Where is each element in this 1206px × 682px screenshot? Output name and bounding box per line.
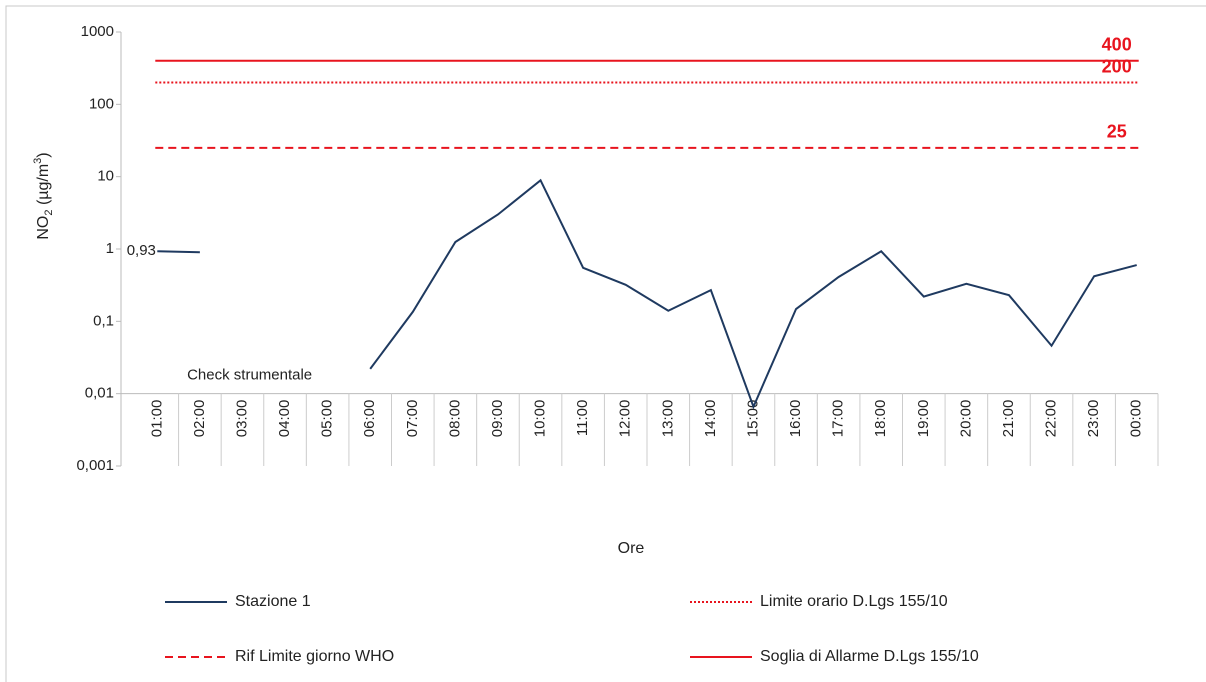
x-tick-label: 03:00 xyxy=(233,400,250,438)
y-tick-label: 0,001 xyxy=(76,457,114,474)
x-tick-label: 13:00 xyxy=(659,400,676,438)
x-tick-label: 23:00 xyxy=(1085,400,1102,438)
legend-label: Limite orario D.Lgs 155/10 xyxy=(760,593,948,610)
legend-label: Stazione 1 xyxy=(235,593,311,610)
x-tick-label: 05:00 xyxy=(319,400,336,438)
x-tick-label: 12:00 xyxy=(617,400,634,438)
x-tick-label: 07:00 xyxy=(404,400,421,438)
reference-label: 400 xyxy=(1102,35,1132,55)
legend-label: Rif Limite giorno WHO xyxy=(235,648,394,665)
x-tick-label: 21:00 xyxy=(1000,400,1017,438)
x-tick-label: 04:00 xyxy=(276,400,293,438)
y-label-end: ) xyxy=(35,152,52,157)
x-tick-label: 20:00 xyxy=(957,400,974,438)
data-label: 0,93 xyxy=(127,242,156,259)
y-tick-label: 0,01 xyxy=(85,385,114,402)
x-tick-label: 01:00 xyxy=(148,400,165,438)
y-tick-label: 10 xyxy=(97,168,114,185)
reference-label: 25 xyxy=(1107,122,1127,142)
frame xyxy=(5,5,1206,682)
legend-label: Soglia di Allarme D.Lgs 155/10 xyxy=(760,648,979,665)
y-label-main: NO xyxy=(35,216,52,240)
x-tick-label: 17:00 xyxy=(830,400,847,438)
y-tick-label: 100 xyxy=(89,95,114,112)
x-tick-label: 14:00 xyxy=(702,400,719,438)
y-label-sup: 3 xyxy=(32,158,44,164)
data-line xyxy=(157,178,1137,410)
y-label-sub: 2 xyxy=(43,210,55,216)
x-tick-label: 06:00 xyxy=(361,400,378,438)
x-tick-label: 19:00 xyxy=(915,400,932,438)
x-tick-label: 00:00 xyxy=(1128,400,1145,438)
y-axis-title: NO2 (µg/m3) xyxy=(32,152,55,239)
x-tick-label: 16:00 xyxy=(787,400,804,438)
y-tick-label: 1 xyxy=(106,240,114,257)
x-tick-label: 08:00 xyxy=(446,400,463,438)
reference-label: 200 xyxy=(1102,56,1132,76)
x-tick-label: 02:00 xyxy=(191,400,208,438)
x-tick-label: 10:00 xyxy=(532,400,549,438)
annotation: Check strumentale xyxy=(187,367,312,384)
x-tick-label: 18:00 xyxy=(872,400,889,438)
y-tick-label: 1000 xyxy=(81,23,114,40)
x-tick-label: 22:00 xyxy=(1043,400,1060,438)
x-tick-label: 11:00 xyxy=(574,400,591,436)
x-tick-label: 15:00 xyxy=(744,400,761,438)
y-tick-label: 0,1 xyxy=(93,312,114,329)
x-tick-label: 09:00 xyxy=(489,400,506,438)
x-axis-title: Ore xyxy=(618,540,645,557)
y-label-mid: (µg/m xyxy=(35,164,52,210)
